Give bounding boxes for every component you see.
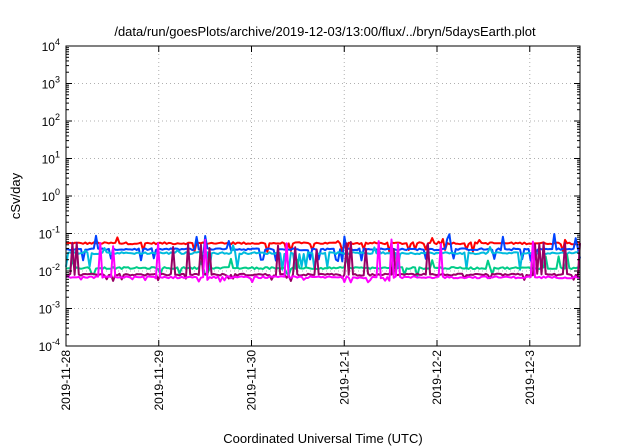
y-tick-label: 104: [42, 37, 60, 54]
y-tick-label: 101: [42, 150, 60, 167]
series-line: [65, 241, 581, 282]
grid: [66, 46, 580, 346]
x-axis-label: Coordinated Universal Time (UTC): [223, 431, 422, 446]
y-tick-label: 100: [42, 187, 60, 204]
series-line: [65, 253, 581, 278]
x-tick-label: 2019-12-1: [337, 350, 351, 405]
series-line: [65, 236, 581, 253]
y-axis-label: cSv/day: [8, 172, 23, 219]
y-tick-label: 10-4: [39, 337, 60, 354]
y-tick-label: 103: [42, 75, 60, 92]
y-tick-label: 10-3: [39, 300, 60, 317]
ticks: 10410310210110010-110-210-310-42019-11-2…: [39, 37, 580, 411]
x-tick-label: 2019-11-28: [59, 350, 73, 411]
x-tick-label: 2019-11-30: [245, 350, 259, 411]
y-tick-label: 10-1: [39, 225, 60, 242]
x-tick-label: 2019-11-29: [152, 350, 166, 411]
x-tick-label: 2019-12-2: [430, 350, 444, 405]
series-line: [65, 233, 581, 263]
series-group: [65, 233, 581, 284]
y-tick-label: 10-2: [39, 262, 60, 279]
series-line: [65, 238, 581, 284]
x-tick-label: 2019-12-3: [523, 350, 537, 405]
y-tick-label: 102: [42, 112, 60, 129]
series-line: [65, 244, 581, 271]
chart-title: /data/run/goesPlots/archive/2019-12-03/1…: [114, 24, 536, 39]
